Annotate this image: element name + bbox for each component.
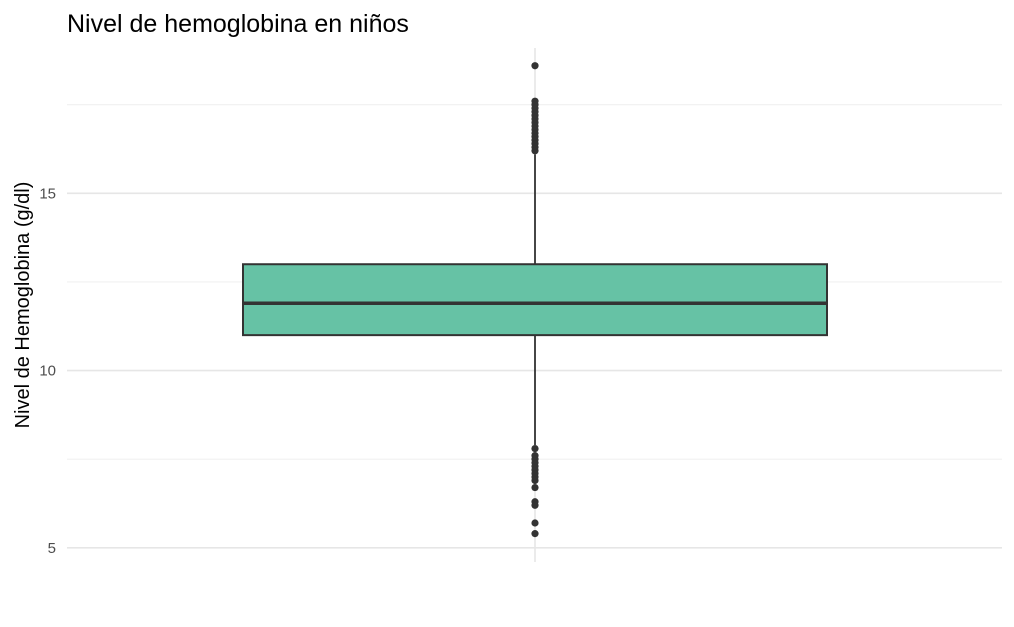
y-tick-label: 15 [39,185,56,202]
outlier-point [531,62,539,70]
box-layer [242,154,828,446]
outlier-point [531,501,539,509]
outlier-point [531,147,539,155]
y-tick-label: 5 [48,540,56,557]
outlier-layer [531,62,539,538]
outlier-point [531,530,539,538]
y-axis-label: Nivel de Hemoglobina (g/dl) [12,182,34,429]
chart-title: Nivel de hemoglobina en niños [67,10,409,38]
iqr-box [242,263,828,337]
y-tick-label: 10 [39,363,56,380]
outlier-point [531,444,539,453]
outlier-point [531,519,539,527]
y-tick-labels: 5 10 15 [39,185,56,556]
outlier-point [531,483,539,492]
outlier-point [531,476,539,485]
